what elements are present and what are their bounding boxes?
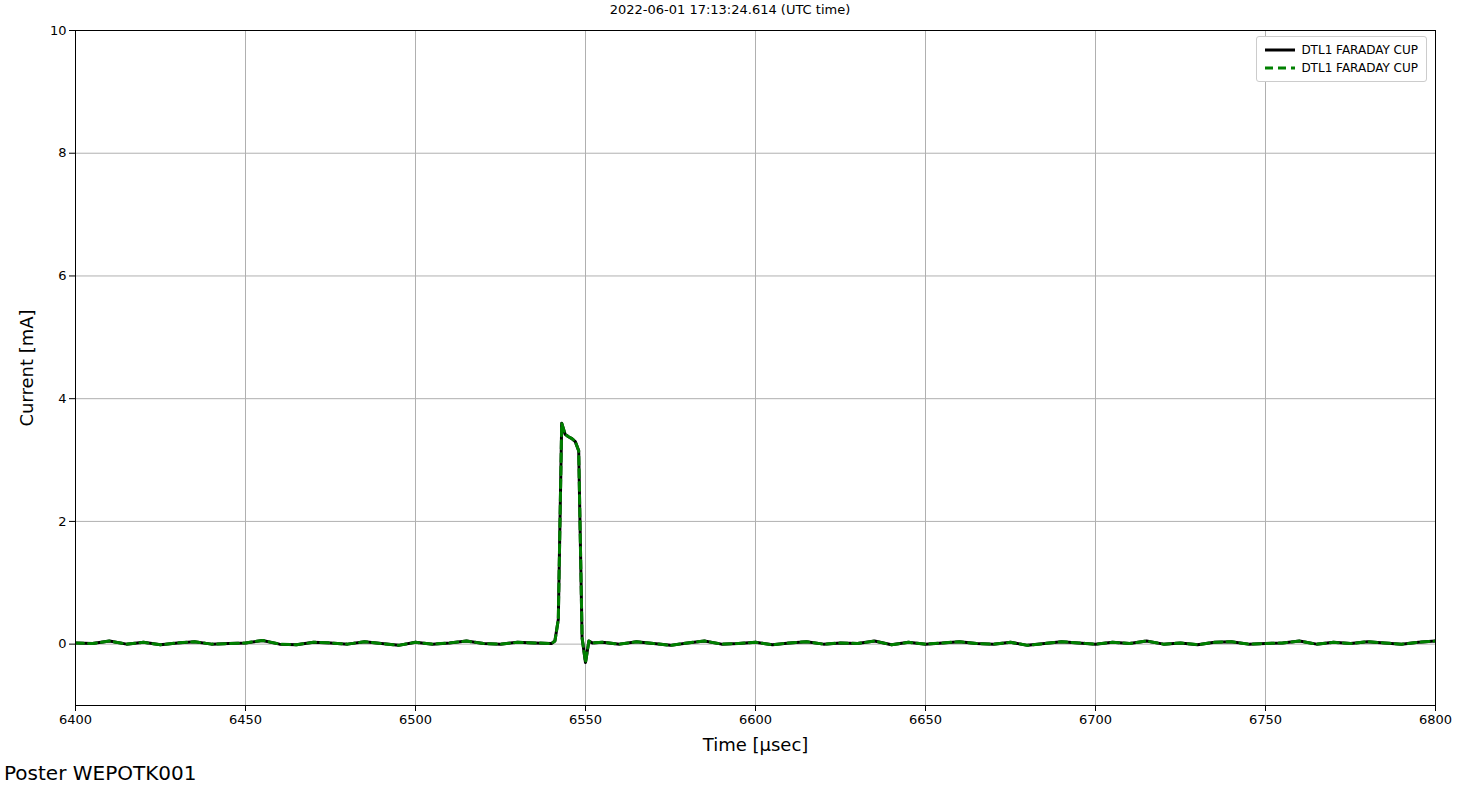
svg-text:6800: 6800 bbox=[1419, 712, 1452, 727]
svg-text:0: 0 bbox=[58, 636, 66, 651]
svg-text:6750: 6750 bbox=[1249, 712, 1282, 727]
svg-text:Current [mA]: Current [mA] bbox=[16, 309, 37, 426]
svg-text:6550: 6550 bbox=[569, 712, 602, 727]
svg-text:4: 4 bbox=[58, 391, 66, 406]
svg-text:6650: 6650 bbox=[909, 712, 942, 727]
svg-text:6700: 6700 bbox=[1079, 712, 1112, 727]
svg-text:6600: 6600 bbox=[739, 712, 772, 727]
svg-text:2: 2 bbox=[58, 514, 66, 529]
svg-text:8: 8 bbox=[58, 145, 66, 160]
html-text:DTL1 FARADAY CUP: DTL1 FARADAY CUP bbox=[1301, 43, 1418, 57]
svg-text:10: 10 bbox=[50, 23, 67, 38]
svg-text:6400: 6400 bbox=[59, 712, 92, 727]
svg-text:6: 6 bbox=[58, 268, 66, 283]
html-text:Poster WEPOTK001: Poster WEPOTK001 bbox=[4, 761, 197, 785]
svg-text:6500: 6500 bbox=[399, 712, 432, 727]
svg-text:Time [μsec]: Time [μsec] bbox=[702, 734, 809, 755]
svg-text:6450: 6450 bbox=[229, 712, 262, 727]
html-text:2022-06-01 17:13:24.614 (UTC t: 2022-06-01 17:13:24.614 (UTC time) bbox=[609, 2, 851, 17]
html-text:DTL1 FARADAY CUP: DTL1 FARADAY CUP bbox=[1301, 61, 1418, 75]
